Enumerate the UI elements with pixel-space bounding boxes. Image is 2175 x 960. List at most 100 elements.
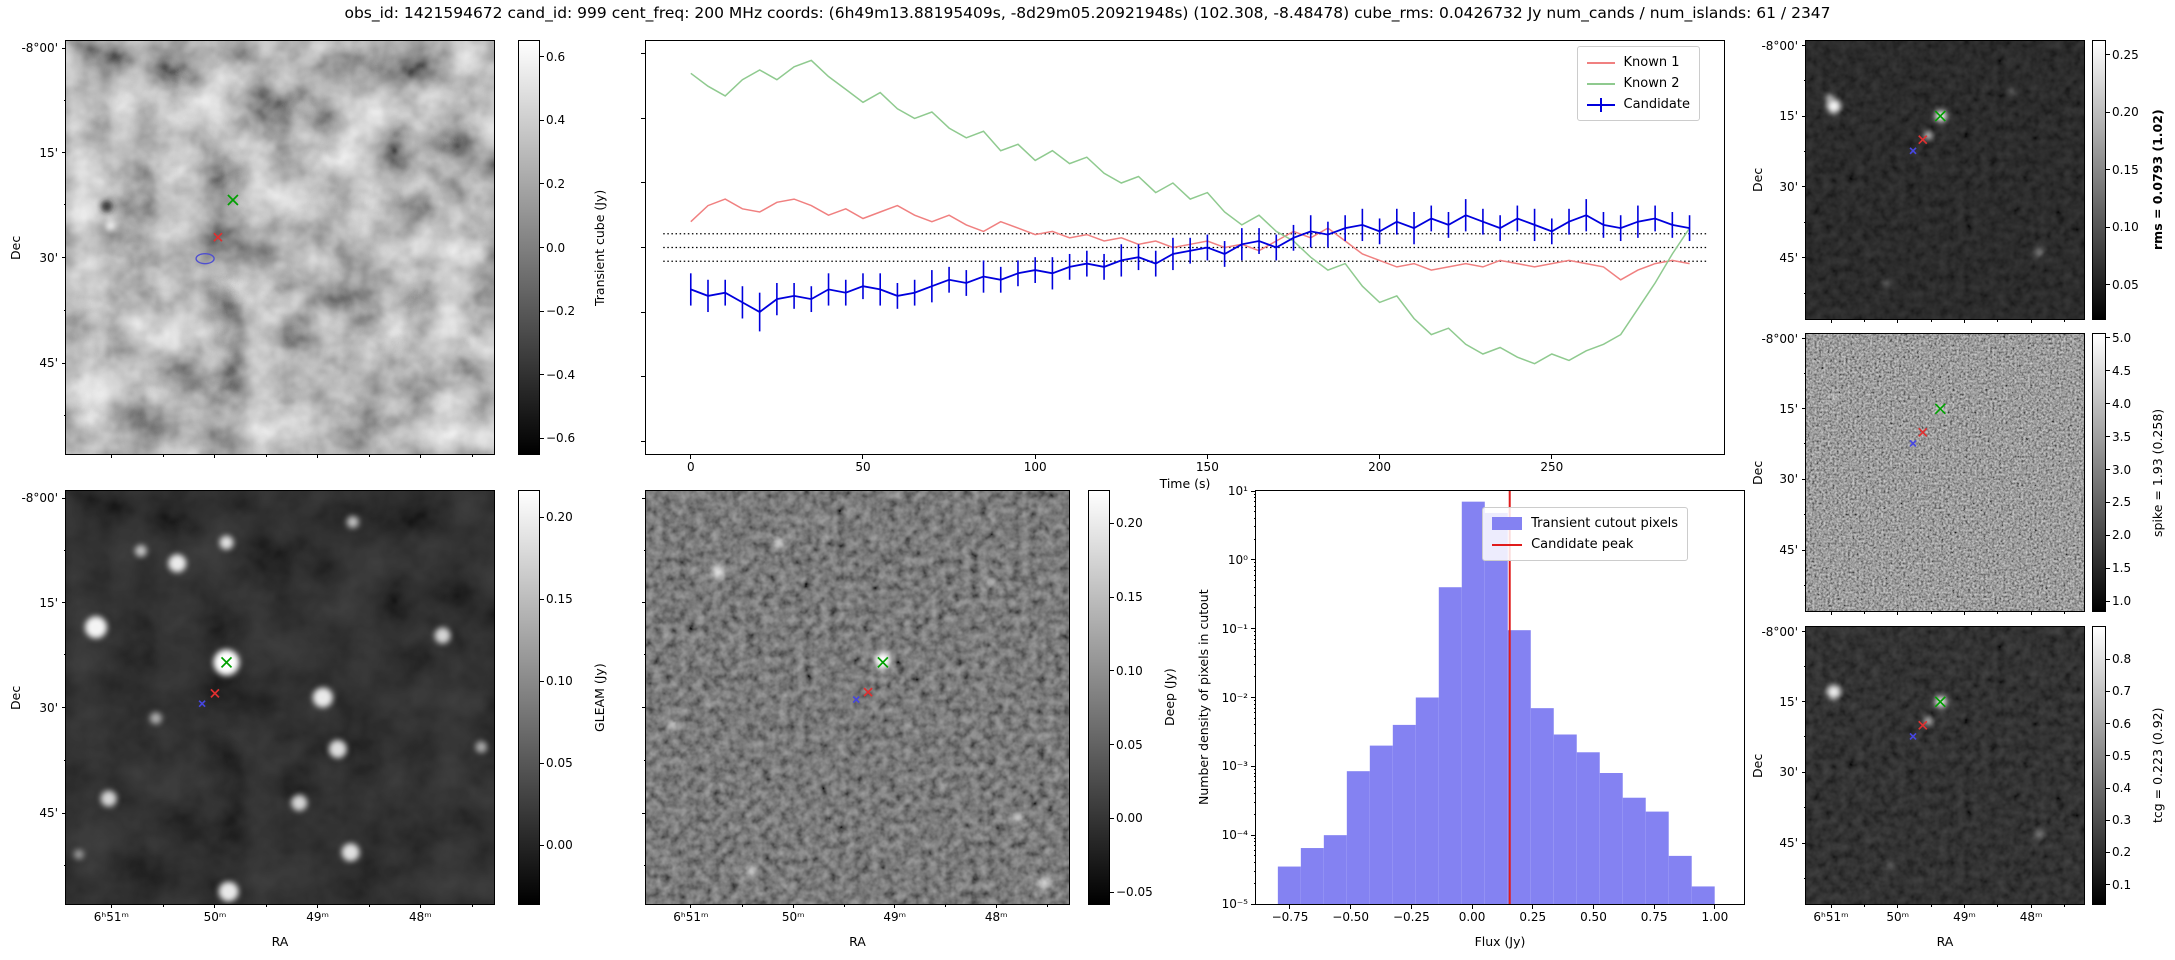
tick-label: 10⁻⁴ (1221, 828, 1248, 843)
axis-tick (1803, 373, 1806, 375)
dec-axis-label: Dec (8, 235, 23, 260)
tick-label: 0.25 (1519, 910, 1547, 924)
axis-tick (539, 56, 544, 58)
marker-x (852, 695, 860, 704)
axis-tick (1897, 319, 1899, 323)
marker-x (877, 656, 889, 668)
axis-tick (1251, 765, 1256, 767)
axis-tick (2105, 403, 2110, 405)
histogram-legend: Transient cutout pixels Candidate peak (1482, 507, 1688, 561)
axis-tick (1251, 697, 1256, 698)
histogram-bar (1599, 773, 1623, 904)
tick-label: 0.05 (1116, 737, 1143, 752)
axis-tick (1253, 638, 1256, 640)
axis-tick (1109, 744, 1114, 746)
axis-tick (641, 440, 646, 442)
axis-tick (63, 414, 66, 416)
axis-tick (643, 654, 646, 656)
axis-tick (1253, 712, 1256, 714)
axis-tick (1253, 841, 1256, 843)
axis-tick (317, 904, 319, 908)
axis-tick (1997, 319, 1999, 322)
axis-tick (1802, 186, 1806, 188)
axis-tick (1803, 221, 1806, 223)
axis-tick (2105, 111, 2110, 113)
tick-label: 49ᵐ (1953, 910, 1976, 924)
tick-label: 1.00 (1701, 910, 1729, 924)
tick-label: 6ʰ51ᵐ (673, 910, 709, 924)
tick-label: 0.1 (2112, 877, 2132, 892)
axis-tick (1253, 837, 1256, 839)
axis-tick (1830, 319, 1832, 323)
axis-tick (1253, 801, 1256, 803)
axis-tick (1963, 319, 1965, 323)
axis-tick (539, 680, 544, 682)
tick-label: 6ʰ51ᵐ (93, 910, 129, 924)
axis-tick (1803, 806, 1806, 808)
tcg-cutout-image: -8°00' 15' 30' 45' 6ʰ51ᵐ 50ᵐ 49ᵐ 48ᵐ (1761, 625, 2085, 924)
axis-tick (110, 904, 112, 908)
marker-x (1934, 110, 1946, 122)
tick-label: −0.50 (1332, 910, 1370, 924)
tick-label: 15' (1779, 109, 1798, 124)
axis-tick (1830, 904, 1832, 908)
axis-tick (1253, 595, 1256, 597)
tick-label: −0.4 (546, 367, 576, 382)
tick-label: 0.20 (546, 510, 573, 525)
tick-label: 0.6 (546, 49, 566, 64)
known1-line-swatch (1586, 56, 1615, 70)
axis-tick (2105, 600, 2110, 602)
axis-tick (1109, 522, 1114, 524)
tick-label: 30' (39, 700, 58, 715)
axis-tick (2105, 567, 2110, 569)
histogram-bar (1300, 848, 1324, 904)
axis-tick (2105, 337, 2110, 339)
tick-label: 4.0 (2112, 396, 2132, 411)
axis-tick (1253, 607, 1256, 609)
axis-tick (1253, 700, 1256, 702)
tick-label: 1.0 (2112, 594, 2132, 609)
tick-label: −0.2 (546, 304, 576, 319)
tick-label: 10⁻¹ (1221, 621, 1248, 636)
axis-tick (539, 374, 544, 376)
series-known-2 (690, 59, 1691, 365)
histogram-bar (1323, 835, 1347, 904)
axis-tick (1253, 569, 1256, 571)
axis-tick (1253, 882, 1256, 884)
axis-tick (2105, 690, 2110, 692)
tick-label: 0 (686, 460, 695, 474)
tick-label: 0.00 (546, 838, 573, 852)
axis-tick (1532, 904, 1534, 909)
axis-tick (1863, 319, 1865, 322)
axis-tick (1803, 80, 1806, 82)
axis-tick (1253, 655, 1256, 657)
axis-tick (1897, 904, 1899, 908)
axis-tick (2030, 904, 2032, 908)
tick-label: 30' (1779, 765, 1798, 780)
tick-label: 49ᵐ (306, 910, 330, 924)
axis-tick (1253, 703, 1256, 705)
axis-tick (1803, 736, 1806, 738)
spike-cutout-image: -8°00' 15' 30' 45' (1761, 332, 2085, 615)
axis-tick (2105, 436, 2110, 438)
deep-sky-image (646, 491, 1069, 904)
axis-tick (1802, 771, 1806, 773)
axis-tick (862, 454, 864, 459)
histogram-bar (1622, 797, 1646, 904)
axis-tick (2105, 534, 2110, 536)
tick-label: 30' (1779, 472, 1798, 487)
marker-x (863, 687, 873, 697)
axis-tick (1997, 611, 1999, 614)
axis-tick (1253, 845, 1256, 847)
axis-tick (1863, 611, 1865, 614)
tick-label: 48ᵐ (984, 910, 1008, 924)
axis-tick (539, 247, 544, 248)
axis-tick (1253, 493, 1256, 495)
axis-tick (792, 904, 794, 908)
histogram-patch-swatch (1492, 517, 1523, 531)
axis-tick (1802, 631, 1806, 633)
axis-tick (1802, 701, 1806, 703)
axis-tick (63, 309, 66, 311)
axis-tick (1253, 538, 1256, 540)
axis-tick (63, 549, 66, 551)
